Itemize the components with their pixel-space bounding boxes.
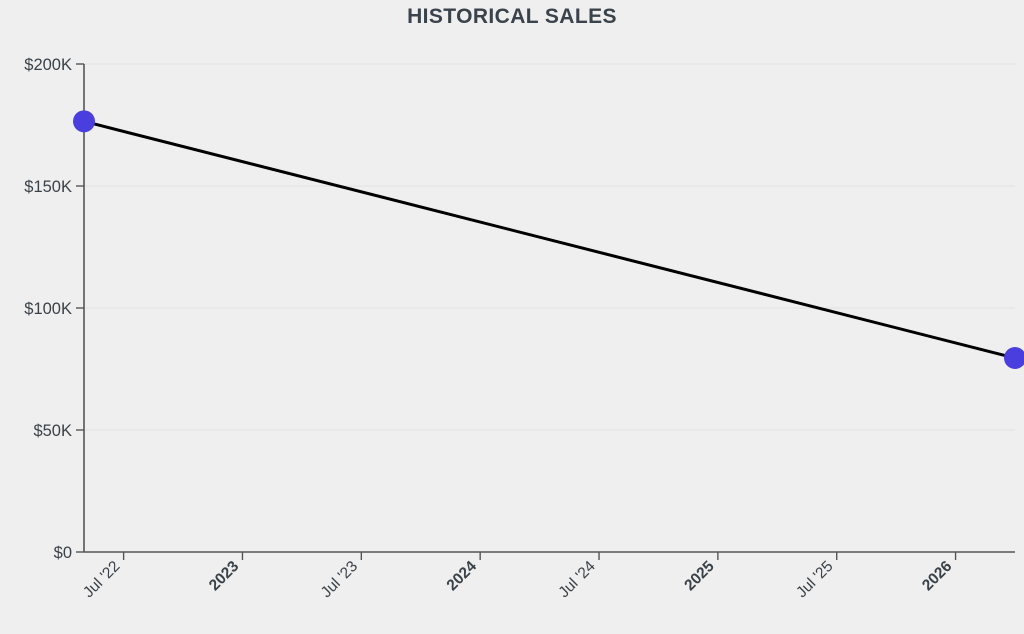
series-line [82,119,1017,360]
y-tick-label: $0 [54,544,72,562]
x-tick-label: Jul '22 [80,558,123,601]
data-point[interactable] [73,110,95,133]
x-tick-label: 2025 [681,558,718,595]
y-tick-label: $200K [24,56,72,74]
x-tick-label: Jul '25 [793,558,836,601]
x-tick-label: Jul '24 [555,558,599,602]
y-tick-label: $150K [24,178,72,196]
y-tick-label: $50K [33,422,72,440]
data-point[interactable] [1004,347,1024,370]
chart-title: HISTORICAL SALES [407,5,617,28]
x-tick-label: 2024 [444,558,481,595]
x-tick-label: 2023 [206,558,243,595]
x-tick-label: Jul '23 [318,558,361,601]
y-tick-label: $100K [24,300,72,318]
x-tick-label: 2026 [919,558,956,595]
